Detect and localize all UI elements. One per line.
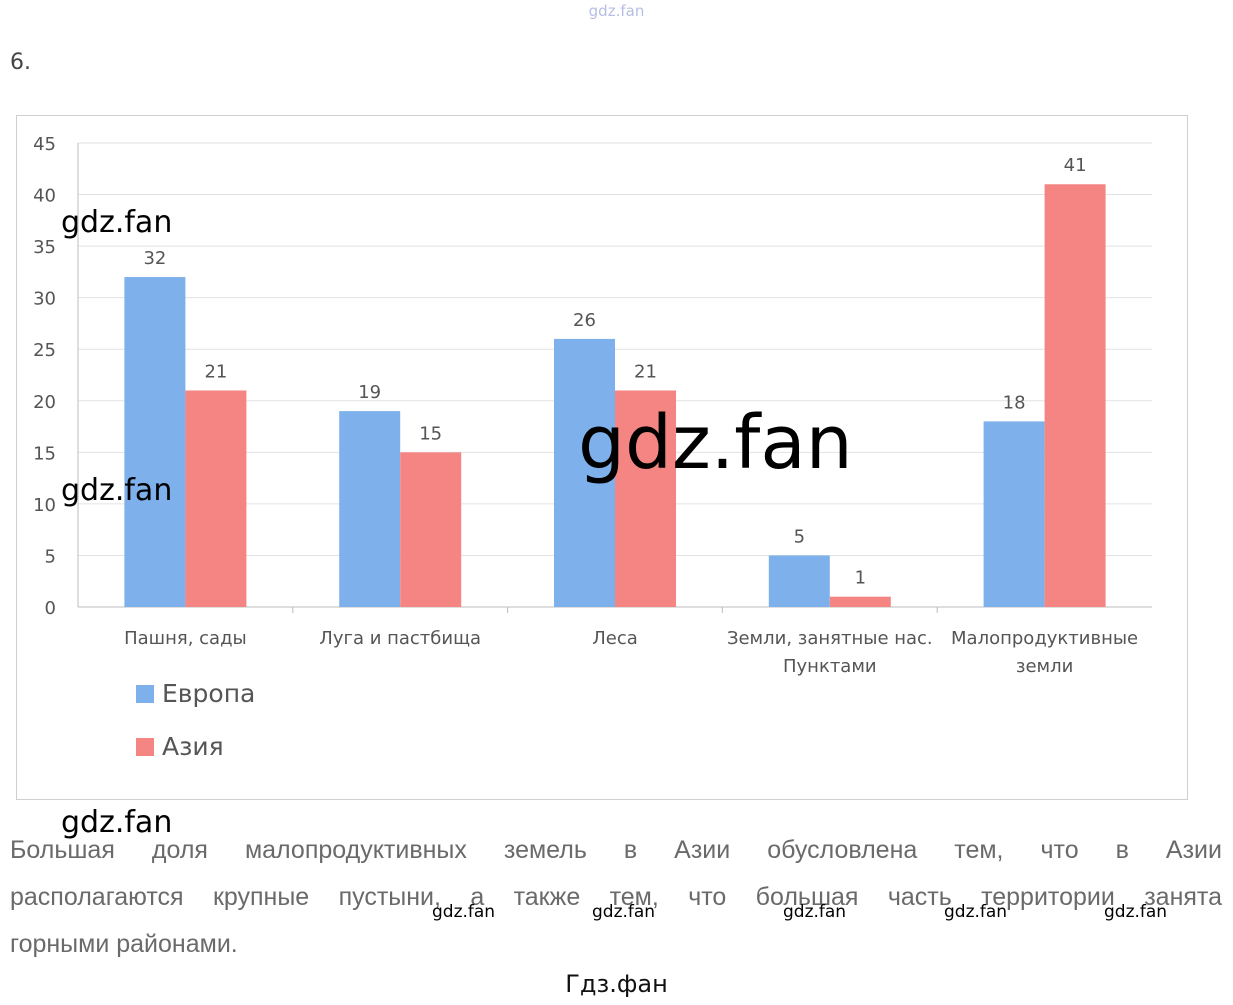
x-category-label: земли (1016, 656, 1073, 677)
footer-site-name: Гдз.фан (565, 970, 668, 998)
bar-europe (983, 421, 1045, 607)
bar-chart: 0 5 10 15 20 25 30 35 40 45 32 21 19 15 26 21 5 1 18 41 Па… (33, 134, 1152, 677)
bar-asia (829, 596, 891, 607)
data-label: 15 (419, 423, 442, 444)
answer-word: а (470, 883, 485, 911)
y-tick-label: 35 (33, 237, 56, 258)
bar-asia (615, 390, 676, 607)
answer-word: занята (1144, 883, 1222, 911)
data-label: 21 (634, 361, 657, 382)
legend-item-asia: Азия (136, 732, 224, 761)
answer-word: малопродуктивных (244, 836, 467, 864)
legend-swatch-europe (136, 685, 154, 703)
y-tick-label: 15 (33, 443, 56, 464)
answer-word: крупные (212, 883, 310, 911)
answer-word: располагаются (10, 883, 184, 911)
answer-word: тем, (609, 883, 659, 911)
legend-swatch-asia (136, 738, 154, 756)
task-number: 6. (10, 50, 31, 75)
bar-asia (1044, 184, 1106, 607)
bar-europe (768, 555, 830, 607)
watermark: gdz.fan (61, 205, 173, 240)
legend-label-europe: Европа (162, 679, 256, 708)
data-label: 18 (1003, 392, 1026, 413)
chart-frame: 0 5 10 15 20 25 30 35 40 45 32 21 19 15 26 21 5 1 18 41 Па… (16, 115, 1188, 800)
answer-word: Большая (10, 836, 115, 864)
watermark: gdz.fan (1104, 902, 1168, 922)
watermark: gdz.fan (61, 473, 173, 508)
answer-word: обусловлена (767, 836, 918, 864)
watermark-large: gdz.fan (578, 400, 853, 486)
answer-word: земель (503, 836, 587, 864)
y-tick-label: 0 (45, 598, 56, 619)
site-top-watermark: gdz.fan (588, 2, 645, 20)
answer-word: Азии (674, 836, 731, 864)
watermark: gdz.fan (432, 902, 496, 922)
y-tick-label: 30 (33, 289, 56, 310)
data-label: 26 (573, 310, 596, 331)
legend-item-europe: Европа (136, 679, 255, 708)
data-label: 41 (1064, 155, 1087, 176)
bar-asia (185, 390, 247, 607)
data-label: 21 (204, 361, 227, 382)
answer-word: Азии (1165, 836, 1222, 864)
y-tick-label: 5 (45, 546, 56, 567)
y-tick-label: 45 (33, 134, 56, 155)
bars (124, 184, 1106, 607)
y-tick-label: 20 (33, 392, 56, 413)
data-label: 19 (358, 382, 381, 403)
answer-line-1: Большая доля малопродуктивных земель в Азии об… (10, 830, 1222, 877)
bar-asia (400, 452, 462, 607)
watermark: gdz.fan (783, 902, 847, 922)
bar-europe (339, 411, 401, 607)
y-axis-ticks: 0 5 10 15 20 25 30 35 40 45 (33, 134, 56, 619)
answer-word: в (1115, 836, 1129, 864)
answer-word: доля (151, 836, 208, 864)
watermark: gdz.fan (61, 805, 173, 840)
answer-line-2: располагаются крупные пустыни, а также тем, чт… (10, 877, 1222, 924)
answer-word: часть (887, 883, 952, 911)
grid-lines (77, 142, 1152, 613)
bar-europe (554, 338, 615, 607)
answer-word: что (1040, 836, 1079, 864)
x-axis-categories: Пашня, сады Луга и пастбища Леса Земли, зан… (124, 628, 1138, 677)
x-category-label: Малопродуктивные (951, 628, 1138, 649)
watermark: gdz.fan (592, 902, 656, 922)
answer-word: территории (981, 883, 1115, 911)
data-labels: 32 21 19 15 26 21 5 1 18 41 (143, 155, 1086, 588)
data-label: 1 (855, 568, 866, 589)
x-category-label: Пашня, сады (124, 628, 247, 649)
x-category-label: Луга и пастбища (319, 628, 481, 649)
x-category-label: Леса (592, 628, 638, 649)
answer-word: что (688, 883, 727, 911)
watermark: gdz.fan (944, 902, 1008, 922)
y-tick-label: 10 (33, 495, 56, 516)
x-category-label: Земли, занятные нас. (727, 628, 933, 649)
answer-word: большая (755, 883, 859, 911)
answer-word: в (623, 836, 638, 864)
legend-label-asia: Азия (162, 732, 224, 761)
answer-word: тем, (954, 836, 1004, 864)
y-tick-label: 25 (33, 340, 56, 361)
bar-europe (124, 277, 186, 607)
answer-line-3: горными районами. (10, 930, 238, 958)
answer-word: также (513, 883, 581, 911)
data-label: 5 (794, 526, 805, 547)
y-tick-label: 40 (33, 186, 56, 207)
x-category-label: Пунктами (783, 656, 877, 677)
answer-text: Большая доля малопродуктивных земель в Азии об… (10, 830, 1222, 971)
data-label: 32 (143, 248, 166, 269)
answer-word: пустыни, (338, 883, 441, 911)
